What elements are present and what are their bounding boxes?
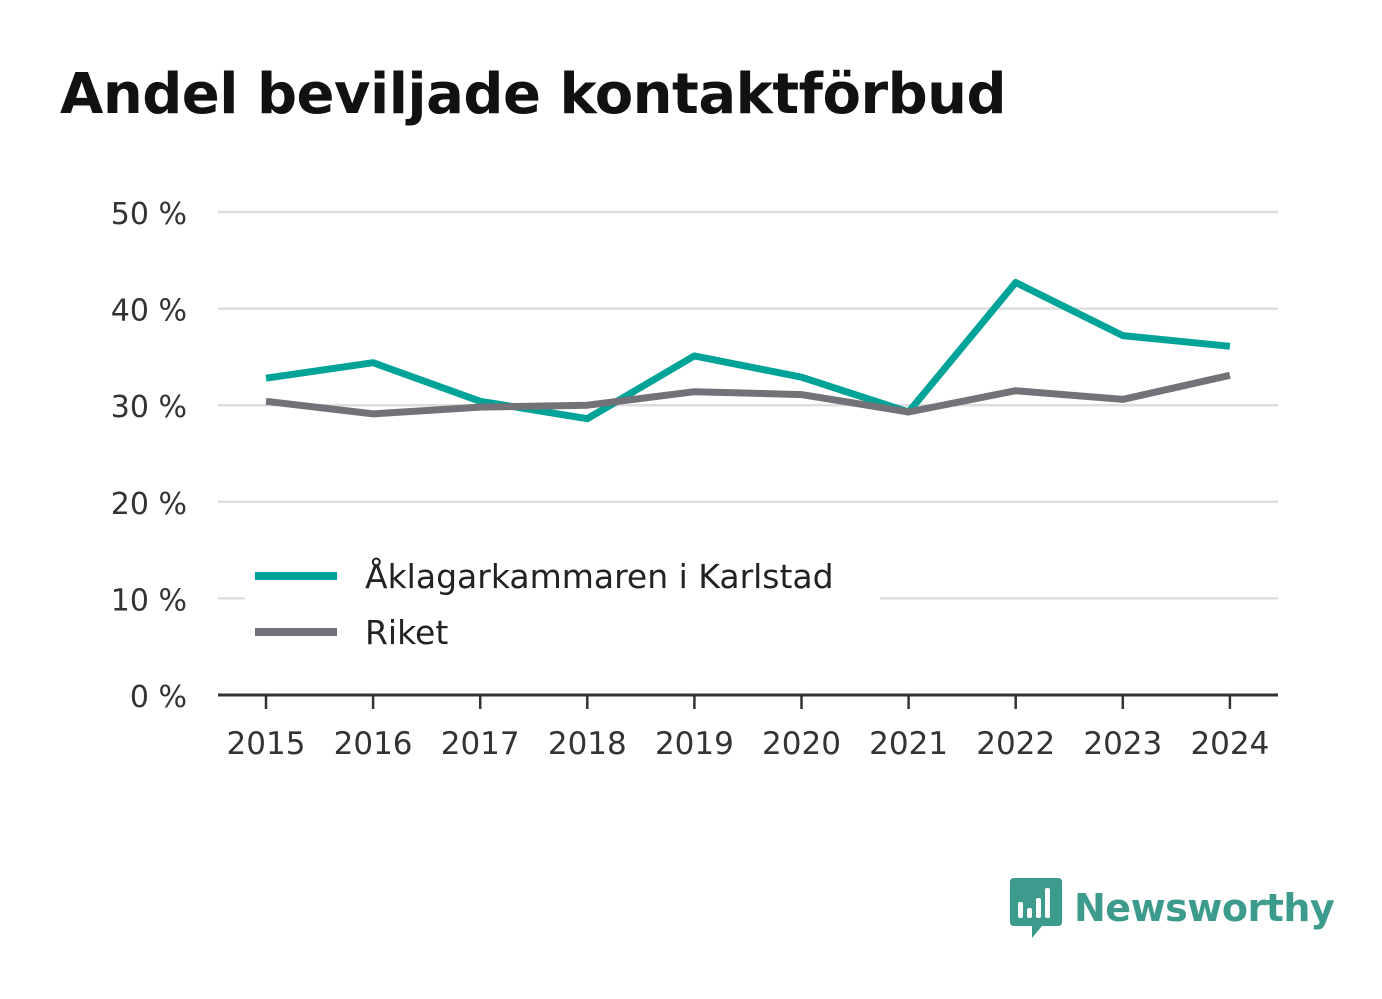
y-tick-label: 10 % (111, 583, 187, 618)
gridlines (218, 210, 1278, 600)
x-tick-label: 2016 (334, 726, 413, 762)
x-tick-label: 2024 (1190, 726, 1269, 762)
x-tick-label: 2015 (227, 726, 306, 762)
y-tick-label: 0 % (130, 680, 187, 715)
x-tick-label: 2018 (548, 726, 627, 762)
x-tick-label: 2023 (1083, 726, 1162, 762)
y-tick-label: 50 % (111, 197, 187, 232)
series-line-0 (265, 279, 1231, 423)
y-tick-label: 30 % (111, 390, 187, 425)
y-tick-label: 40 % (111, 294, 187, 329)
y-axis-ticks: 0 % 10 % 20 % 30 % 40 % 50 % (111, 197, 187, 715)
y-tick-label: 20 % (111, 487, 187, 522)
legend-label: Riket (365, 613, 448, 652)
chart-title: Andel beviljade kontaktförbud (60, 62, 1007, 127)
legend-label: Åklagarkammaren i Karlstad (365, 556, 834, 596)
series-line-1 (265, 371, 1231, 418)
x-tick-label: 2021 (869, 726, 948, 762)
legend: Åklagarkammaren i Karlstad Riket (245, 548, 880, 666)
x-tick-label: 2020 (762, 726, 841, 762)
x-axis-ticks: 2015 2016 2017 2018 2019 2020 2021 2022 2023 2024 (227, 695, 1269, 762)
x-tick-label: 2019 (655, 726, 734, 762)
brand-name: Newsworthy (1074, 886, 1335, 930)
series-lines (265, 279, 1231, 423)
x-tick-label: 2022 (976, 726, 1055, 762)
x-tick-label: 2017 (441, 726, 520, 762)
bar-chart-bubble-icon (1010, 878, 1062, 938)
legend-background (245, 548, 880, 666)
newsworthy-logo: Newsworthy (1010, 878, 1335, 938)
